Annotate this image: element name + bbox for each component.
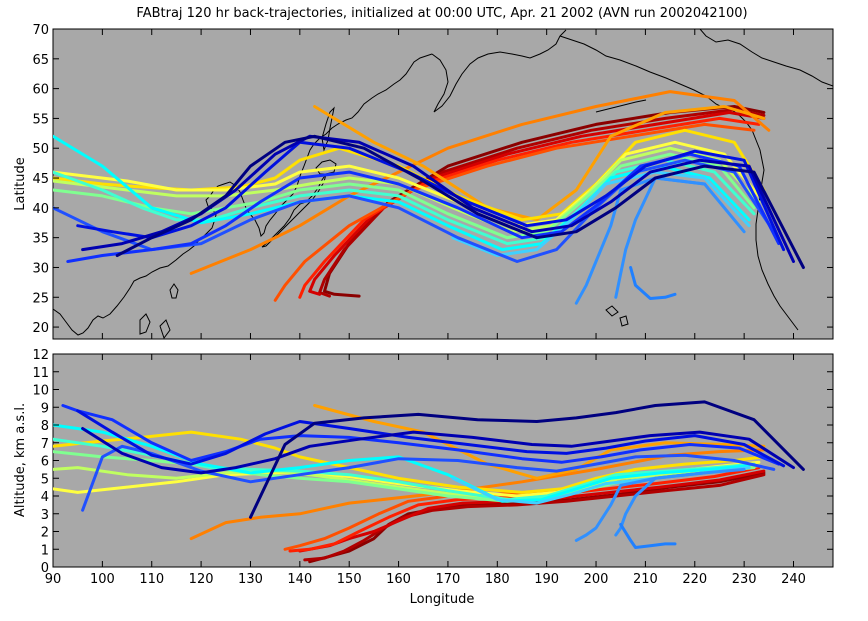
latitude-trajectory-11	[53, 158, 756, 246]
latitude-y-tick-label: 35	[32, 232, 49, 247]
series-group-latitude	[53, 90, 805, 305]
altitude-y-tick-label: 2	[41, 526, 49, 541]
x-axis-label-longitude: Longitude	[410, 592, 475, 607]
latitude-y-tick-label: 70	[32, 23, 49, 38]
series-clip-altitude	[53, 400, 805, 564]
altitude-trajectory-15	[614, 471, 707, 537]
altitude-x-tick-label: 200	[584, 572, 609, 587]
altitude-trajectory-7	[53, 430, 766, 494]
altitude-x-tick-label: 110	[139, 572, 164, 587]
axes-latitude: 20 25 30 35 40 45 50 55 60 65 70	[32, 23, 833, 339]
latitude-trajectory-4	[273, 122, 756, 302]
coastline-aleutians	[595, 99, 647, 113]
altitude-y-tick-label: 3	[41, 508, 49, 523]
coastline-kamchatka	[431, 29, 567, 113]
altitude-y-tick-label: 7	[41, 437, 49, 452]
altitude-y-tick-label: 12	[32, 348, 49, 363]
altitude-trajectory-19	[76, 409, 786, 468]
chart-title: FABtraj 120 hr back-trajectories, initia…	[136, 6, 747, 21]
altitude-x-tick-label: 170	[436, 572, 461, 587]
latitude-y-tick-label: 40	[32, 202, 49, 217]
altitude-x-tick-label: 240	[781, 572, 806, 587]
altitude-y-tick-label: 8	[41, 419, 49, 434]
altitude-trajectory-21	[249, 400, 805, 519]
latitude-trajectory-6	[313, 105, 766, 222]
latitude-trajectory-10	[53, 152, 756, 240]
y-axis-label-altitude: Altitude, km a.s.l.	[13, 403, 28, 517]
latitude-trajectory-3	[298, 116, 761, 299]
coastline-japan	[261, 173, 327, 248]
coastline-alaska-north	[699, 29, 833, 87]
altitude-trajectory-18	[61, 404, 781, 466]
altitude-y-tick-label: 10	[32, 384, 49, 399]
altitude-x-tick-label: 150	[337, 572, 362, 587]
altitude-x-tick-label: 180	[485, 572, 510, 587]
coastline-hawaii	[605, 305, 629, 327]
altitude-y-tick-label: 1	[41, 543, 49, 558]
altitude-x-tick-label: 210	[633, 572, 658, 587]
latitude-y-tick-label: 30	[32, 261, 49, 276]
altitude-trajectory-20	[81, 427, 795, 475]
altitude-trajectory-1	[303, 473, 766, 562]
latitude-trajectory-21	[115, 134, 805, 269]
altitude-trajectory-9	[53, 464, 761, 502]
latitude-trajectory-13	[451, 170, 751, 257]
latitude-trajectory-5	[189, 90, 771, 275]
altitude-x-tick-label: 190	[534, 572, 559, 587]
altitude-y-tick-label: 4	[41, 490, 49, 505]
coastline-sakhalin	[321, 106, 335, 152]
altitude-x-tick-label: 130	[238, 572, 263, 587]
y-axis-label-latitude: Latitude	[13, 157, 28, 211]
latitude-y-tick-label: 45	[32, 172, 49, 187]
latitude-trajectory-15	[614, 176, 707, 299]
altitude-x-tick-label: 160	[386, 572, 411, 587]
altitude-panel: 90 100 110 120 130 140 150 160 170 180 190 200 210 22…	[13, 348, 834, 607]
altitude-y-tick-label: 0	[41, 561, 49, 576]
altitude-x-tick-label: 230	[732, 572, 757, 587]
altitude-y-tick-label: 9	[41, 401, 49, 416]
coastlines	[53, 29, 833, 339]
axes-altitude: 90 100 110 120 130 140 150 160 170 180 190 200 210 22…	[32, 348, 833, 587]
altitude-x-tick-label: 100	[90, 572, 115, 587]
latitude-y-tick-label: 50	[32, 142, 49, 157]
latitude-y-tick-label: 25	[32, 291, 49, 306]
latitude-trajectory-1	[318, 108, 766, 298]
coastline-taiwan	[169, 283, 179, 299]
altitude-y-tick-label: 5	[41, 472, 49, 487]
latitude-y-tick-label: 55	[32, 112, 49, 127]
altitude-y-tick-label: 11	[32, 366, 49, 381]
series-group-altitude	[53, 400, 805, 564]
coastline-philippines	[139, 313, 171, 339]
altitude-x-tick-label: 140	[287, 572, 312, 587]
altitude-x-tick-label: 120	[189, 572, 214, 587]
latitude-y-tick-label: 60	[32, 83, 49, 98]
latitude-y-tick-label: 20	[32, 321, 49, 336]
altitude-trajectory-16	[619, 522, 677, 549]
altitude-y-tick-label: 6	[41, 455, 49, 470]
latitude-trajectory-2	[308, 111, 766, 296]
altitude-trajectory-3	[288, 466, 761, 553]
latitude-y-tick-label: 65	[32, 53, 49, 68]
latitude-trajectory-16	[629, 266, 677, 300]
altitude-x-tick-label: 90	[45, 572, 62, 587]
map-panel: 20 25 30 35 40 45 50 55 60 65 70 Latitude	[13, 23, 834, 340]
altitude-x-tick-label: 220	[682, 572, 707, 587]
latitude-trajectory-8	[53, 140, 761, 228]
